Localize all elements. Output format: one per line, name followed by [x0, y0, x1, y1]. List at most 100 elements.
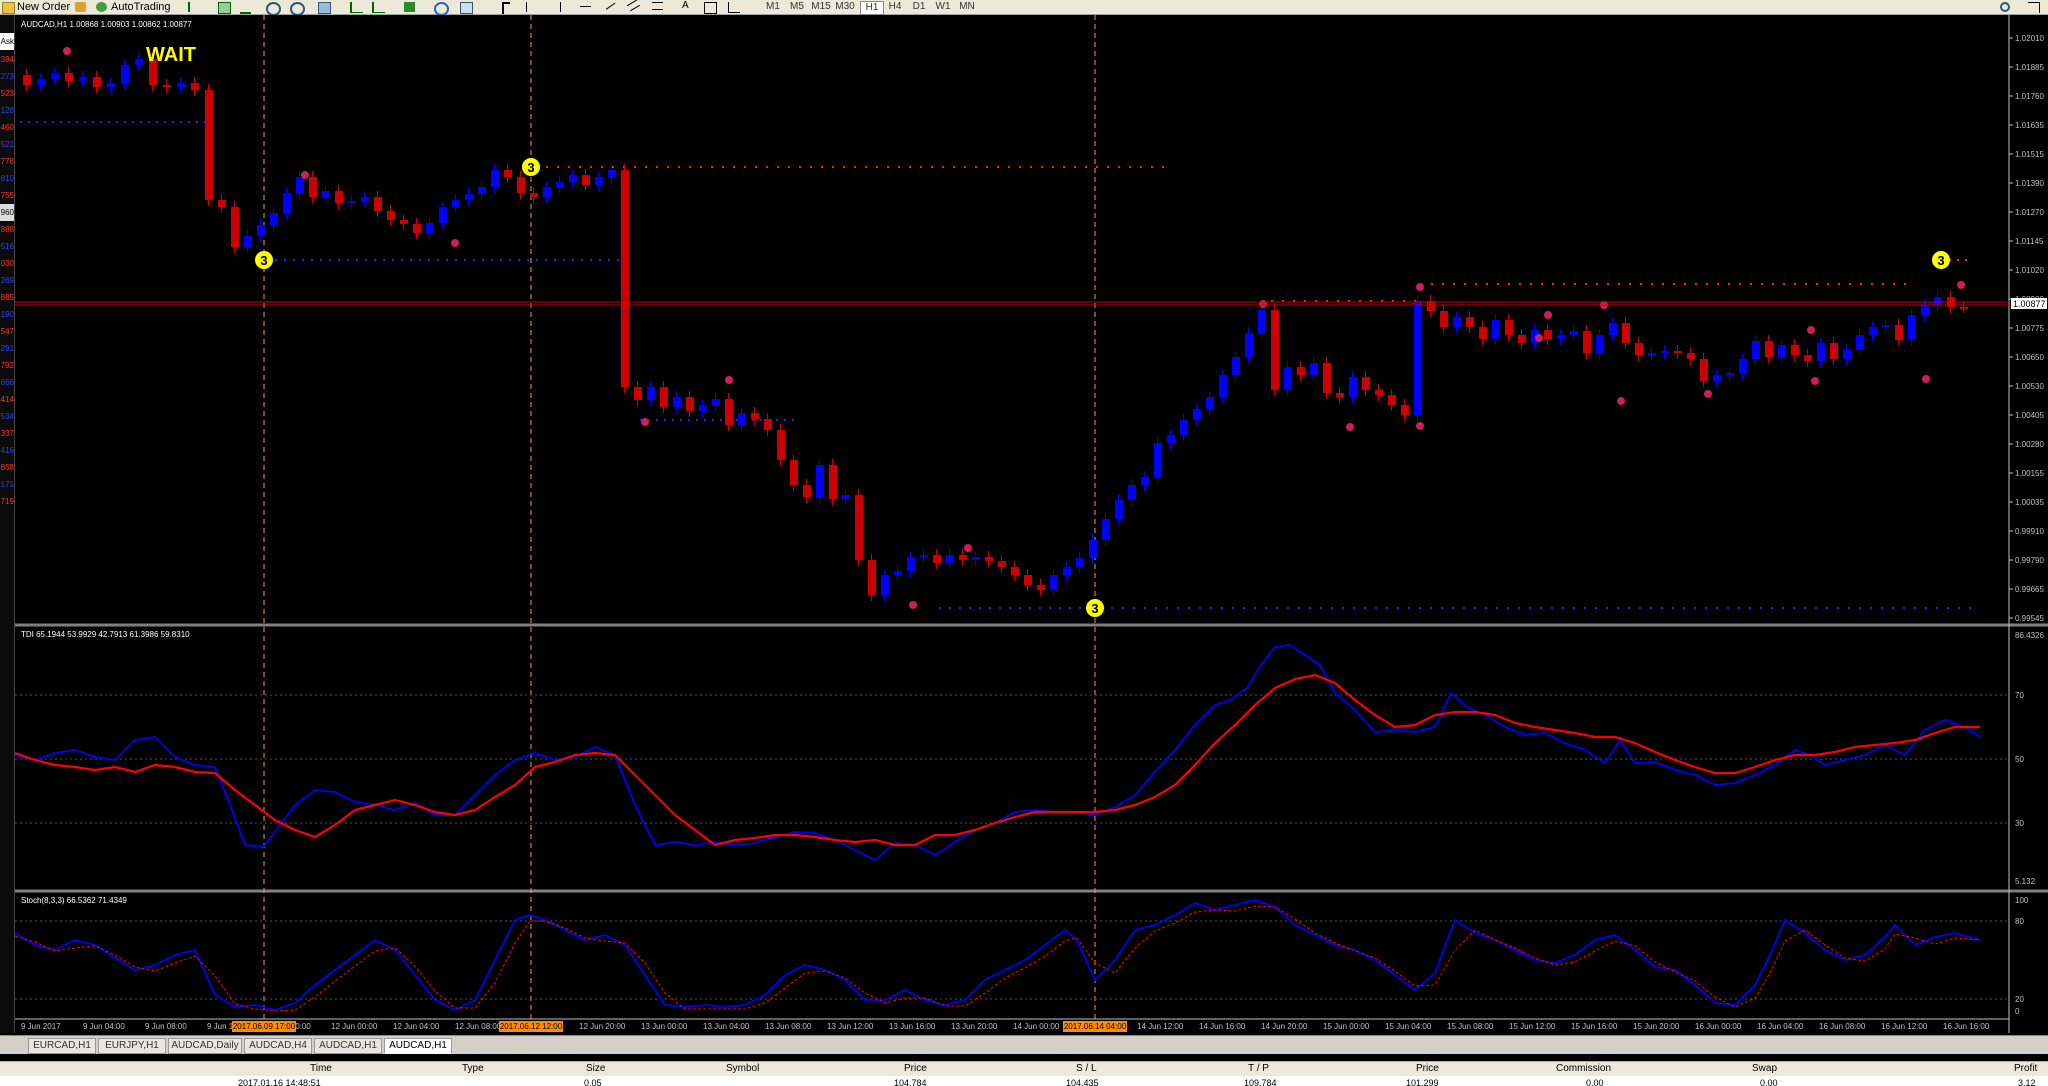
tab-eurcad-h1[interactable]: EURCAD,H1 — [28, 1038, 96, 1054]
timeframe-h4[interactable]: H4 — [888, 1, 902, 12]
market-watch-price[interactable]: 190 — [0, 310, 14, 319]
timeframe-h1[interactable]: H1 — [860, 1, 884, 15]
tab-audcad-h1-active[interactable]: AUDCAD,H1 — [384, 1038, 452, 1054]
market-watch-price[interactable]: 810 — [0, 174, 14, 183]
chart-shift-icon[interactable] — [350, 2, 363, 13]
horizontal-line-icon[interactable] — [580, 6, 591, 12]
col-profit[interactable]: Profit — [2014, 1063, 2038, 1074]
market-watch-price[interactable]: 128 — [0, 106, 14, 115]
tab-audcad-h1[interactable]: AUDCAD,H1 — [314, 1038, 382, 1054]
sr-dot — [1958, 607, 1960, 609]
text-label-icon[interactable] — [704, 2, 717, 14]
market-watch-price[interactable]: 269 — [0, 276, 14, 285]
col-tp[interactable]: T / P — [1248, 1063, 1269, 1074]
sr-dot — [428, 259, 430, 261]
col-time[interactable]: Time — [310, 1063, 332, 1074]
text-tool-icon[interactable]: A — [682, 0, 689, 11]
fractal-marker — [63, 47, 71, 55]
sr-dot — [320, 259, 322, 261]
col-size[interactable]: Size — [586, 1063, 606, 1074]
tab-audcad-daily[interactable]: AUDCAD,Daily — [168, 1038, 242, 1054]
market-watch-price[interactable]: 778 — [0, 157, 14, 166]
candle-body — [478, 187, 486, 194]
market-watch-price[interactable]: 960 — [0, 204, 14, 221]
timeframe-d1[interactable]: D1 — [912, 1, 926, 12]
market-watch-price[interactable]: 547 — [0, 327, 14, 336]
market-watch-price[interactable]: 273 — [0, 72, 14, 81]
timeframe-w1[interactable]: W1 — [935, 1, 951, 12]
support-resistance-dots — [20, 121, 1971, 609]
indicators-icon[interactable] — [404, 2, 415, 12]
col-swap[interactable]: Swap — [1752, 1063, 1778, 1074]
trendline-icon[interactable] — [603, 0, 616, 10]
market-watch-price[interactable]: 414 — [0, 395, 14, 404]
col-symbol[interactable]: Symbol — [726, 1063, 760, 1074]
sr-dot — [482, 259, 484, 261]
market-watch-price[interactable]: 858 — [0, 463, 14, 472]
arrows-icon[interactable] — [728, 2, 740, 13]
market-watch-price[interactable]: 521 — [0, 140, 14, 149]
templates-icon[interactable] — [460, 2, 473, 14]
sr-dot — [1563, 283, 1565, 285]
line-chart-icon[interactable] — [240, 2, 251, 14]
candle-body — [1609, 323, 1617, 335]
market-watch-price[interactable]: 460 — [0, 123, 14, 132]
col-sl[interactable]: S / L — [1076, 1063, 1097, 1074]
market-watch-price[interactable]: 394 — [0, 55, 14, 64]
sr-dot — [156, 121, 158, 123]
autoscroll-icon[interactable] — [372, 2, 385, 13]
market-watch-price[interactable]: 666 — [0, 378, 14, 387]
candlestick-icon[interactable] — [218, 2, 231, 14]
sr-dot — [989, 607, 991, 609]
terminal-row[interactable]: 2017.01.16 14:48:51 0.05 104.784 104.435… — [0, 1076, 2048, 1086]
timeframe-m30[interactable]: M30 — [835, 1, 855, 12]
market-watch-price[interactable]: 792 — [0, 361, 14, 370]
market-watch-price[interactable]: 171 — [0, 480, 14, 489]
zoom-out-icon[interactable] — [290, 2, 305, 16]
market-watch-price[interactable]: 337 — [0, 429, 14, 438]
vertical-line-icon[interactable] — [560, 2, 562, 12]
crosshair-icon[interactable] — [526, 2, 532, 12]
metaeditor-icon[interactable] — [75, 2, 86, 12]
market-watch-price[interactable]: 523 — [0, 89, 14, 98]
market-watch-price[interactable]: 885 — [0, 293, 14, 302]
timeframe-m15[interactable]: M15 — [811, 1, 831, 12]
periods-icon[interactable] — [434, 2, 449, 16]
market-watch-price[interactable]: 888 — [0, 225, 14, 234]
sr-dot — [1596, 283, 1598, 285]
fibonacci-icon[interactable] — [652, 2, 663, 10]
candle-body — [1388, 395, 1396, 405]
channel-icon[interactable] — [626, 0, 641, 12]
expand-icon[interactable] — [2028, 2, 2040, 13]
sr-dot — [1728, 283, 1730, 285]
col-commission[interactable]: Commission — [1556, 1063, 1612, 1074]
sr-dot — [1860, 283, 1862, 285]
col-price[interactable]: Price — [904, 1063, 927, 1074]
timeframe-mn[interactable]: MN — [959, 1, 975, 12]
sr-dot — [579, 166, 581, 168]
market-watch-price[interactable]: 030 — [0, 259, 14, 268]
candle-body — [1882, 325, 1890, 327]
sr-dot — [383, 259, 385, 261]
chart-area[interactable]: 1.02010 1.01885 1.01760 1.01635 1.01515 1.013… — [15, 15, 2048, 1033]
col-type[interactable]: Type — [462, 1063, 484, 1074]
timeframe-m1[interactable]: M1 — [766, 1, 780, 12]
market-watch-price[interactable]: 516 — [0, 242, 14, 251]
timeframe-m5[interactable]: M5 — [790, 1, 804, 12]
col-price-current[interactable]: Price — [1416, 1063, 1439, 1074]
search-icon[interactable] — [2000, 2, 2010, 12]
market-watch-price[interactable]: 534 — [0, 412, 14, 421]
market-watch-price[interactable]: 416 — [0, 446, 14, 455]
bar-chart-icon[interactable] — [188, 2, 201, 12]
zoom-in-icon[interactable] — [266, 2, 281, 16]
candle-body — [920, 555, 928, 557]
cursor-icon[interactable] — [502, 2, 510, 14]
market-watch-price[interactable]: 719 — [0, 497, 14, 506]
tile-windows-icon[interactable] — [318, 2, 331, 14]
tab-audcad-h4[interactable]: AUDCAD,H4 — [244, 1038, 312, 1054]
market-watch-price[interactable]: 755 — [0, 191, 14, 200]
sr-dot — [1849, 283, 1851, 285]
candlesticks — [23, 53, 1968, 601]
tab-eurjpy-h1[interactable]: EURJPY,H1 — [98, 1038, 166, 1054]
market-watch-price[interactable]: 291 — [0, 344, 14, 353]
